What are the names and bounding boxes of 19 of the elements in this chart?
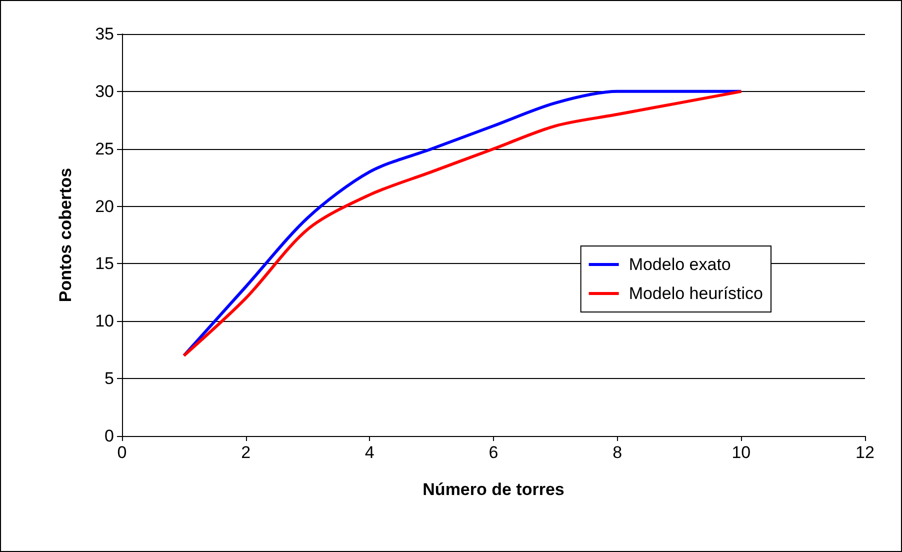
legend-label: Modelo exato <box>628 255 731 274</box>
y-tick-label: 5 <box>104 369 114 388</box>
y-tick-label: 35 <box>95 24 114 44</box>
x-tick-label: 10 <box>732 443 751 462</box>
y-axis-title: Pontos cobertos <box>56 168 75 302</box>
x-tick-label: 6 <box>488 443 498 462</box>
x-tick-label: 12 <box>856 443 874 462</box>
y-tick-label: 0 <box>104 426 114 446</box>
y-tick-label: 25 <box>95 139 114 158</box>
y-tick-label: 20 <box>95 196 114 216</box>
x-tick-label: 4 <box>364 443 374 462</box>
y-tick-label: 30 <box>95 82 114 101</box>
x-axis-title: Número de torres <box>422 480 564 499</box>
x-tick-label: 0 <box>117 443 127 462</box>
y-tick-label: 15 <box>95 254 114 274</box>
x-tick-label: 8 <box>612 443 622 462</box>
x-tick-label: 2 <box>241 443 251 462</box>
y-tick-label: 10 <box>95 312 114 331</box>
legend-label: Modelo heurístico <box>628 284 764 303</box>
